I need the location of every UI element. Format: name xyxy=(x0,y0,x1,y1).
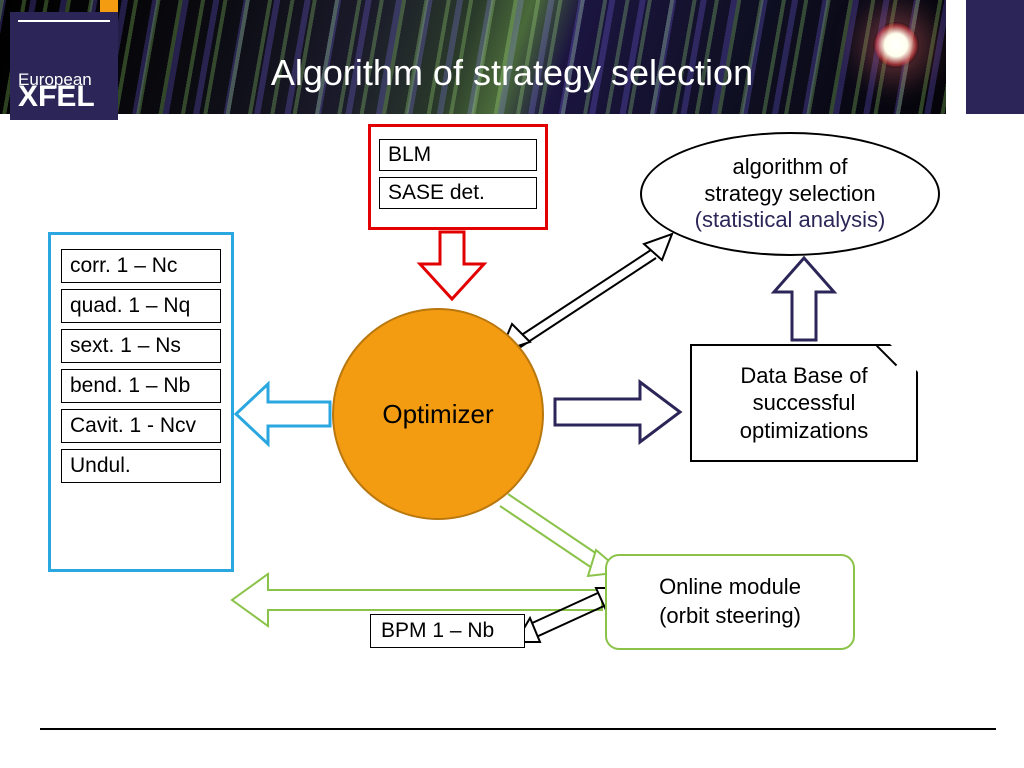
optimizer-label: Optimizer xyxy=(382,399,493,430)
left-item-2: sext. 1 – Ns xyxy=(61,329,221,363)
arrow-optimizer-to-online xyxy=(500,494,622,576)
xfel-logo: European XFEL xyxy=(10,12,118,120)
left-item-1: quad. 1 – Nq xyxy=(61,289,221,323)
logo-line2: XFEL xyxy=(18,80,95,114)
db-line2: successful xyxy=(740,389,868,417)
arrow-optimizer-to-leftlist xyxy=(236,384,330,444)
diagram-stage: corr. 1 – Nc quad. 1 – Nq sext. 1 – Ns bend… xyxy=(0,114,1024,754)
ellipse-sub: (statistical analysis) xyxy=(695,207,886,233)
bpm-box: BPM 1 – Nb xyxy=(370,614,525,648)
left-item-0: corr. 1 – Nc xyxy=(61,249,221,283)
online-line2: (orbit steering) xyxy=(659,602,801,631)
ellipse-line1: algorithm of xyxy=(733,154,848,180)
online-line1: Online module xyxy=(659,573,801,602)
database-box: Data Base of successful optimizations xyxy=(690,344,918,462)
arrow-optimizer-to-db xyxy=(555,382,680,442)
left-item-3: bend. 1 – Nb xyxy=(61,369,221,403)
left-item-4: Cavit. 1 - Ncv xyxy=(61,409,221,443)
sensor-item-1: SASE det. xyxy=(379,177,537,209)
sensors-box: BLM SASE det. xyxy=(368,124,548,230)
online-module-box: Online module (orbit steering) xyxy=(605,554,855,650)
arrow-db-to-algo xyxy=(774,258,834,340)
left-elements-box: corr. 1 – Nc quad. 1 – Nq sext. 1 – Ns bend… xyxy=(48,232,234,572)
footer-rule xyxy=(40,728,996,730)
bpm-label: BPM 1 – Nb xyxy=(381,619,494,642)
sensor-item-0: BLM xyxy=(379,139,537,171)
db-line3: optimizations xyxy=(740,417,868,445)
optimizer-node: Optimizer xyxy=(332,308,544,520)
slide-title: Algorithm of strategy selection xyxy=(0,52,1024,94)
db-line1: Data Base of xyxy=(740,362,868,390)
algorithm-ellipse: algorithm of strategy selection (statist… xyxy=(640,132,940,256)
arrow-sensors-to-optimizer xyxy=(420,232,484,299)
left-item-5: Undul. xyxy=(61,449,221,483)
arrow-optimizer-algo-double xyxy=(500,234,672,352)
ellipse-line2: strategy selection xyxy=(704,181,875,207)
